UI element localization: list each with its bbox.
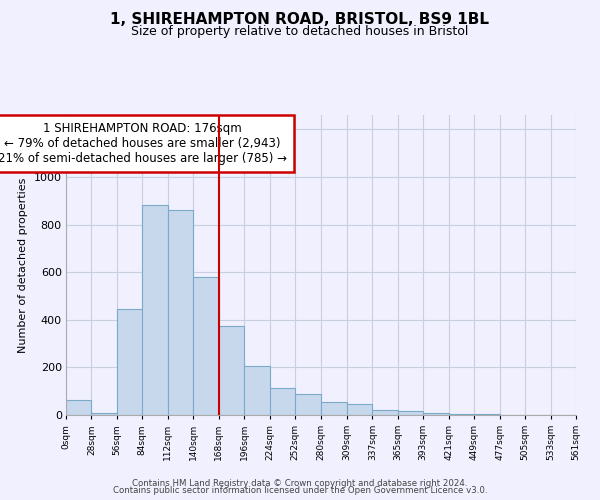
Bar	[423, 413, 449, 415]
Bar	[347, 404, 373, 415]
Bar	[117, 309, 142, 415]
Bar	[168, 210, 193, 415]
Bar	[66, 400, 91, 415]
Y-axis label: Number of detached properties: Number of detached properties	[18, 178, 28, 352]
Bar	[398, 412, 423, 415]
Text: Contains HM Land Registry data © Crown copyright and database right 2024.: Contains HM Land Registry data © Crown c…	[132, 478, 468, 488]
Bar	[193, 277, 219, 415]
Bar	[142, 206, 168, 415]
Bar	[449, 414, 474, 415]
Bar	[219, 326, 244, 415]
Text: Contains public sector information licensed under the Open Government Licence v3: Contains public sector information licen…	[113, 486, 487, 495]
Bar	[474, 414, 500, 415]
Bar	[91, 412, 117, 415]
Text: 1 SHIREHAMPTON ROAD: 176sqm
← 79% of detached houses are smaller (2,943)
21% of : 1 SHIREHAMPTON ROAD: 176sqm ← 79% of det…	[0, 122, 287, 165]
Bar	[295, 394, 320, 415]
Text: 1, SHIREHAMPTON ROAD, BRISTOL, BS9 1BL: 1, SHIREHAMPTON ROAD, BRISTOL, BS9 1BL	[110, 12, 490, 28]
Bar	[269, 388, 295, 415]
Bar	[373, 410, 398, 415]
Text: Size of property relative to detached houses in Bristol: Size of property relative to detached ho…	[131, 25, 469, 38]
Bar	[244, 366, 269, 415]
Bar	[320, 402, 347, 415]
